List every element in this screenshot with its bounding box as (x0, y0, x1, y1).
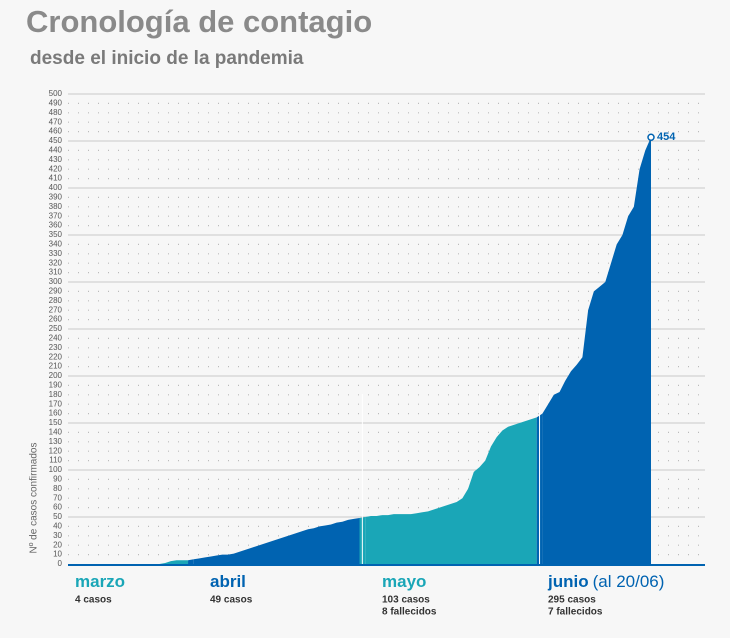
y-tick-label: 180 (49, 390, 63, 399)
legend-name: junio (547, 572, 589, 591)
legend-suffix: (al 20/06) (593, 572, 665, 591)
chart-title: Cronología de contagio (26, 4, 372, 39)
y-tick-label: 450 (49, 136, 63, 145)
legend-detail: 295 casos (548, 595, 596, 606)
y-tick-label: 110 (49, 456, 62, 465)
area-connector (188, 559, 194, 564)
y-tick-label: 310 (49, 268, 63, 277)
y-tick-label: 200 (49, 371, 63, 380)
y-tick-label: 500 (49, 89, 63, 98)
y-tick-label: 50 (53, 512, 62, 521)
y-tick-label: 410 (49, 174, 63, 183)
y-tick-label: 190 (49, 381, 63, 390)
y-tick-label: 280 (49, 296, 63, 305)
legend-name: abril (210, 572, 246, 591)
legend-detail: 103 casos (382, 595, 430, 606)
y-tick-label: 140 (49, 428, 63, 437)
y-tick-label: 40 (53, 522, 62, 531)
y-tick-label: 100 (49, 465, 63, 474)
y-tick-label: 270 (49, 305, 63, 314)
y-tick-label: 220 (49, 352, 63, 361)
end-marker (647, 133, 655, 141)
y-tick-label: 150 (49, 418, 63, 427)
y-tick-label: 400 (49, 183, 63, 192)
y-tick-label: 420 (49, 164, 63, 173)
legend-detail: 8 fallecidos (382, 607, 437, 618)
area (68, 560, 189, 564)
y-tick-label: 370 (49, 211, 63, 220)
legend-name: marzo (75, 572, 125, 591)
y-tick-label: 470 (49, 117, 63, 126)
y-tick-label: 480 (49, 108, 63, 117)
y-tick-label: 120 (49, 446, 63, 455)
legend-detail: 4 casos (75, 595, 112, 606)
legend-label: mayo (382, 572, 426, 591)
y-tick-label: 320 (49, 258, 63, 267)
y-tick-label: 90 (53, 475, 62, 484)
area (542, 137, 651, 565)
y-tick-label: 160 (49, 409, 63, 418)
y-tick-label: 490 (49, 99, 63, 108)
legend-detail: 7 fallecidos (548, 607, 603, 618)
y-tick-label: 20 (53, 540, 62, 549)
legend-label: abril (210, 572, 246, 591)
y-tick-label: 0 (58, 559, 63, 568)
y-tick-label: 460 (49, 127, 63, 136)
y-tick-label: 380 (49, 202, 63, 211)
data-label: 454 (657, 131, 676, 143)
y-tick-label: 230 (49, 343, 63, 352)
y-tick-label: 360 (49, 221, 63, 230)
legend-label: junio (al 20/06) (547, 572, 664, 591)
y-tick-label: 240 (49, 334, 63, 343)
y-tick-label: 30 (53, 531, 62, 540)
y-tick-label: 10 (53, 550, 62, 559)
y-axis-label: Nº de casos confirmados (29, 443, 40, 554)
y-tick-label: 300 (49, 277, 63, 286)
area (193, 517, 360, 564)
y-tick-label: 440 (49, 146, 63, 155)
area (365, 417, 537, 564)
y-tick-label: 70 (53, 493, 62, 502)
y-tick-label: 290 (49, 287, 63, 296)
y-tick-label: 260 (49, 315, 63, 324)
legend-detail: 49 casos (210, 595, 253, 606)
y-tick-label: 330 (49, 249, 63, 258)
y-tick-label: 430 (49, 155, 63, 164)
chart-subtitle: desde el inicio de la pandemia (30, 48, 304, 69)
legend-name: mayo (382, 572, 426, 591)
y-tick-label: 340 (49, 240, 63, 249)
y-tick-label: 210 (49, 362, 63, 371)
y-tick-label: 390 (49, 193, 63, 202)
y-tick-label: 130 (49, 437, 63, 446)
y-tick-label: 80 (53, 484, 62, 493)
y-tick-label: 350 (49, 230, 63, 239)
y-tick-label: 170 (49, 399, 63, 408)
legend-label: marzo (75, 572, 125, 591)
y-tick-label: 60 (53, 503, 62, 512)
y-tick-label: 250 (49, 324, 63, 333)
